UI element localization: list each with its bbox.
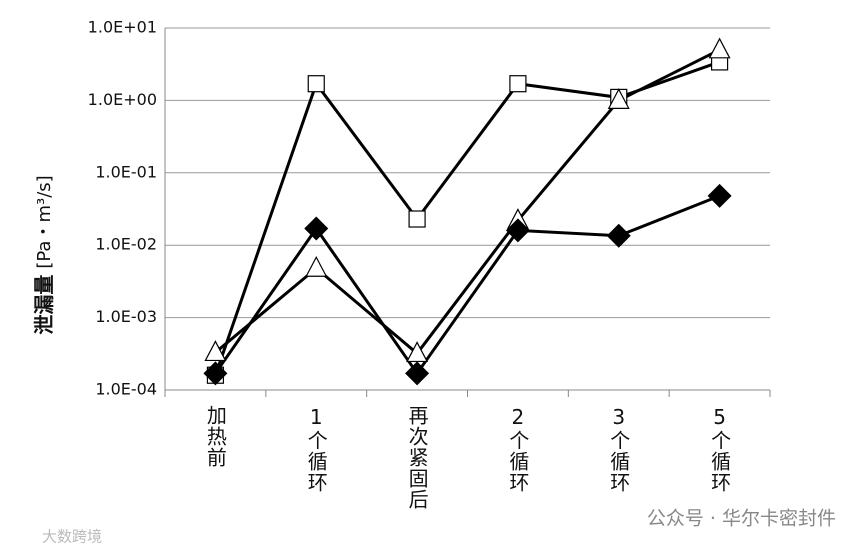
y-label-unit: [Pa・m³/s] xyxy=(34,175,55,268)
square-marker xyxy=(307,75,325,93)
diamond-marker xyxy=(707,183,732,208)
square-marker xyxy=(408,210,426,228)
triangle-marker xyxy=(305,255,328,277)
triangle-marker xyxy=(204,340,227,362)
y-tick-label: 1.0E-04 xyxy=(95,380,157,399)
diamond-marker xyxy=(405,361,430,386)
diamond-marker xyxy=(606,223,631,248)
y-axis-label: 泄漏量 [Pa・m³/s] xyxy=(32,175,56,334)
x-tick-label: 加热前 xyxy=(203,405,227,468)
series-line xyxy=(214,48,721,356)
diamond-marker xyxy=(304,216,329,241)
diamond-marker xyxy=(505,218,530,243)
x-tick-label: 2个循环 xyxy=(506,405,530,493)
watermark: 公众号 · 华尔卡密封件 xyxy=(647,508,836,530)
square-marker xyxy=(509,75,527,93)
y-tick-label: 1.0E+00 xyxy=(88,90,157,109)
y-tick-label: 1.0E-03 xyxy=(95,307,157,326)
triangle-marker xyxy=(607,88,630,110)
diamond-marker xyxy=(203,361,228,386)
triangle-marker xyxy=(708,37,731,59)
x-tick-label: 1个循环 xyxy=(304,405,328,493)
y-tick-label: 1.0E-01 xyxy=(95,162,157,181)
x-tick-label: 再次紧固后 xyxy=(405,405,429,510)
y-tick-label: 1.0E-02 xyxy=(95,235,157,254)
series-line xyxy=(214,194,721,376)
x-tick-label: 3个循环 xyxy=(607,405,631,493)
y-tick-label: 1.0E+01 xyxy=(88,18,157,37)
series-line xyxy=(213,60,721,376)
y-label-main: 泄漏量 xyxy=(32,275,56,335)
watermark: 大数跨境 xyxy=(42,528,102,546)
x-tick-label: 5个循环 xyxy=(708,405,732,493)
